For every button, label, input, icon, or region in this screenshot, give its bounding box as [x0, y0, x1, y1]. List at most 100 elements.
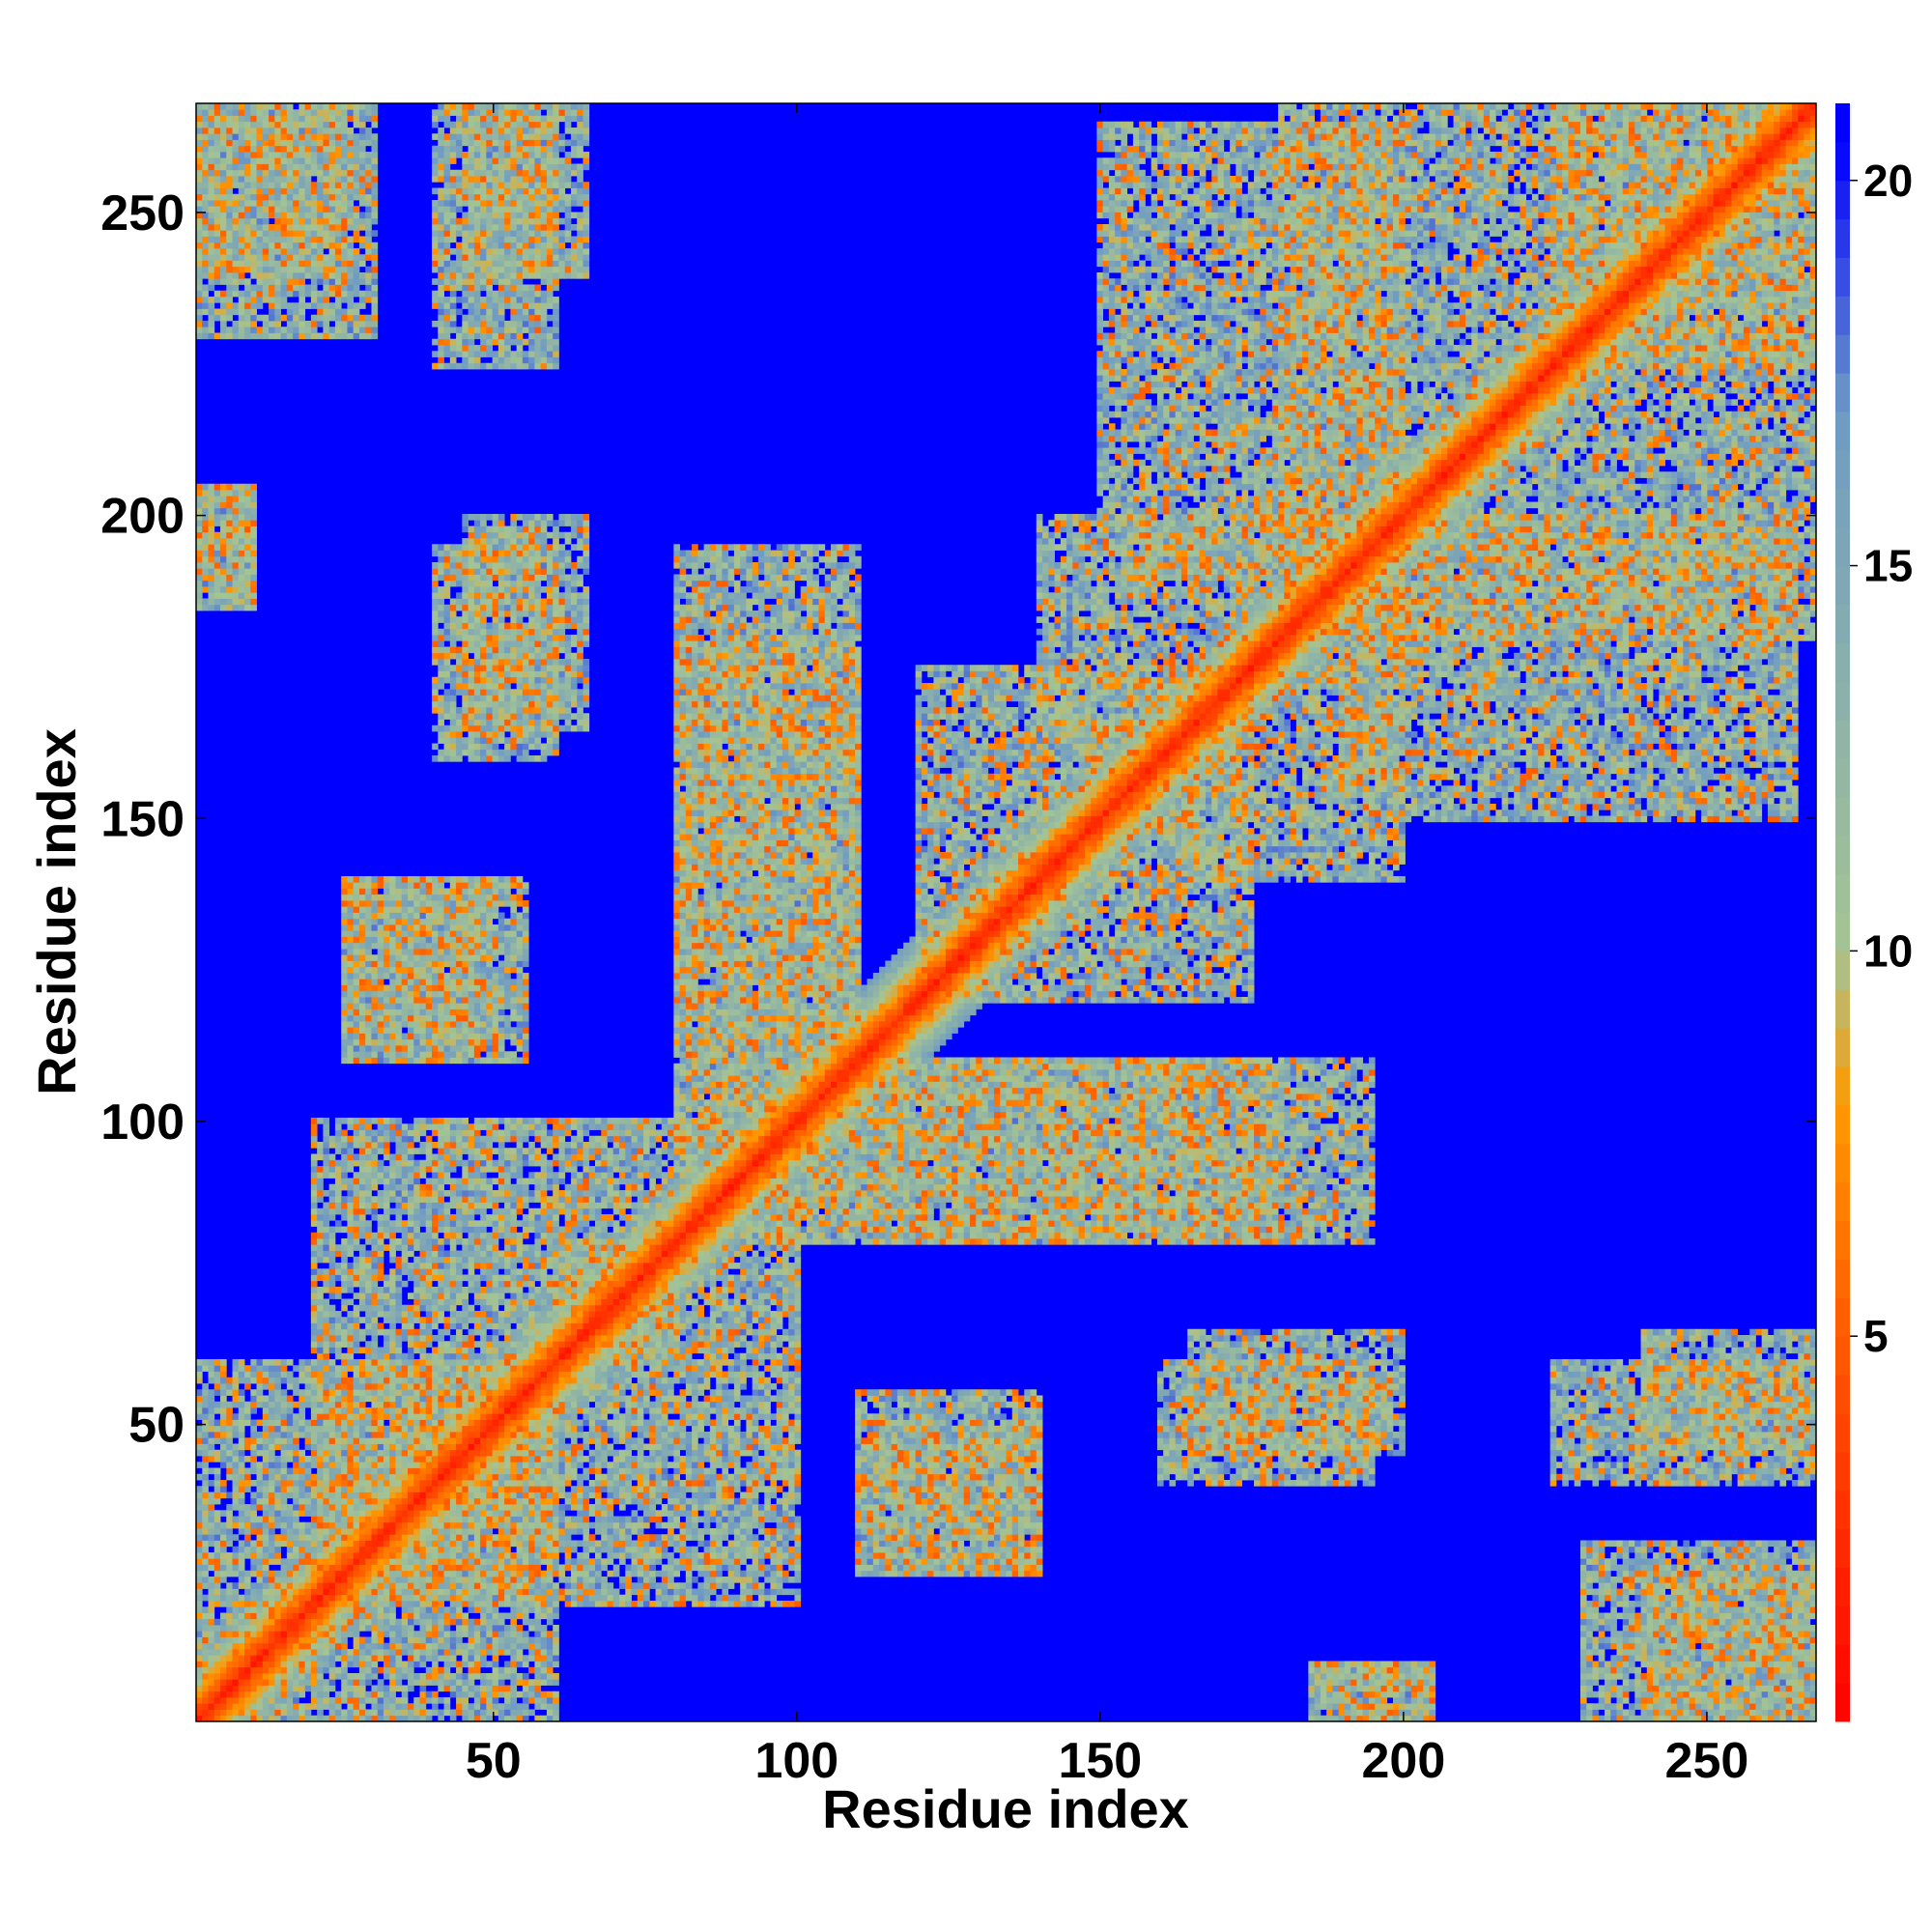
heatmap-cell: [347, 1710, 354, 1717]
heatmap-cell: [209, 1407, 215, 1414]
heatmap-cell: [269, 1697, 275, 1704]
heatmap-cell: [329, 1710, 336, 1717]
heatmap-cell: [196, 1504, 203, 1511]
heatmap-cell: [1623, 1691, 1630, 1698]
heatmap-cell: [202, 297, 209, 303]
heatmap-cell: [413, 1710, 420, 1717]
heatmap-cell: [1345, 1703, 1351, 1710]
heatmap-cell: [220, 1631, 227, 1637]
heatmap-cell: [1399, 1710, 1406, 1717]
heatmap-cell: [209, 1365, 215, 1372]
heatmap-cell: [196, 1558, 203, 1565]
heatmap-cell: [220, 1492, 227, 1499]
heatmap-cell: [1380, 1697, 1387, 1704]
heatmap-cell: [196, 1552, 203, 1559]
heatmap-cell: [1659, 1710, 1665, 1717]
heatmap-cell: [196, 1577, 203, 1583]
heatmap-cell: [209, 1437, 215, 1444]
heatmap-cell: [196, 146, 203, 153]
heatmap-cell: [239, 1710, 245, 1717]
heatmap-cell: [196, 1413, 203, 1420]
heatmap-cell: [202, 520, 209, 526]
heatmap-cell: [196, 1359, 203, 1366]
heatmap-cell: [209, 568, 215, 575]
heatmap-cell: [209, 562, 215, 569]
heatmap-cell: [214, 1517, 221, 1523]
heatmap-cell: [1315, 1710, 1321, 1717]
heatmap-cell: [214, 1697, 221, 1704]
heatmap-cell: [196, 1697, 203, 1704]
heatmap-cell: [209, 1468, 215, 1475]
heatmap-cell: [220, 1558, 227, 1565]
heatmap-cell: [196, 1710, 203, 1717]
heatmap-cell: [365, 1691, 372, 1698]
heatmap-cell: [220, 520, 227, 526]
heatmap-cell: [214, 200, 221, 207]
heatmap-cell: [196, 508, 203, 515]
heatmap-cell: [281, 1691, 288, 1698]
heatmap-cell: [1399, 1697, 1406, 1704]
heatmap-cell: [1804, 1710, 1810, 1717]
heatmap-cell: [209, 1402, 215, 1408]
heatmap-cell: [220, 1667, 227, 1674]
heatmap-cell: [196, 1510, 203, 1517]
heatmap-cell: [1605, 1697, 1611, 1704]
heatmap-cell: [202, 1383, 209, 1390]
heatmap-cell: [196, 1655, 203, 1662]
heatmap-cell: [209, 544, 215, 551]
heatmap-cell: [202, 1697, 209, 1704]
heatmap-cell: [209, 315, 215, 322]
heatmap-cell: [1350, 1710, 1357, 1717]
heatmap-cell: [209, 1703, 215, 1710]
heatmap-cell: [1665, 1710, 1672, 1717]
heatmap-cell: [214, 1631, 221, 1637]
heatmap-cell: [220, 242, 227, 249]
heatmap-cell: [209, 1643, 215, 1650]
heatmap-cell: [202, 133, 209, 140]
heatmap-cell: [220, 302, 227, 309]
heatmap-cell: [1430, 1710, 1436, 1717]
heatmap-cell: [220, 1456, 227, 1463]
heatmap-cell: [1417, 1703, 1424, 1710]
heatmap-cell: [371, 1691, 378, 1698]
heatmap-cell: [359, 1691, 366, 1698]
heatmap-cell: [462, 1691, 469, 1698]
heatmap-cell: [1714, 1710, 1720, 1717]
heatmap-cell: [1405, 1691, 1411, 1698]
heatmap-cell: [1671, 1691, 1678, 1698]
heatmap-cell: [263, 1703, 270, 1710]
heatmap-cell: [202, 1504, 209, 1511]
heatmap-cell: [1417, 1697, 1424, 1704]
heatmap-cell: [209, 1673, 215, 1680]
heatmap-cell: [1677, 1703, 1684, 1710]
heatmap-cell: [1423, 1691, 1430, 1698]
heatmap-cell: [293, 1703, 299, 1710]
heatmap-cell: [220, 1662, 227, 1668]
heatmap-cell: [214, 267, 221, 273]
heatmap-cell: [214, 1655, 221, 1662]
heatmap-cell: [209, 484, 215, 491]
heatmap-cell: [1387, 1703, 1394, 1710]
heatmap-cell: [214, 1673, 221, 1680]
heatmap-cell: [214, 1667, 221, 1674]
heatmap-cell: [202, 1486, 209, 1492]
heatmap-cell: [1665, 1691, 1672, 1698]
heatmap-cell: [438, 1710, 444, 1717]
heatmap-cell: [214, 562, 221, 569]
heatmap-cell: [444, 1697, 451, 1704]
heatmap-cell: [214, 1710, 221, 1717]
heatmap-cell: [202, 1528, 209, 1535]
heatmap-cell: [196, 116, 203, 123]
heatmap-cell: [1683, 1703, 1690, 1710]
heatmap-cell: [305, 1710, 312, 1717]
heatmap-cell: [209, 1679, 215, 1686]
heatmap-cell: [209, 267, 215, 273]
heatmap-cell: [528, 1697, 535, 1704]
heatmap-cell: [1774, 1703, 1780, 1710]
heatmap-cell: [220, 1703, 227, 1710]
heatmap-cell: [1641, 1697, 1648, 1704]
heatmap-cell: [209, 1510, 215, 1517]
heatmap-cell: [250, 1703, 257, 1710]
heatmap-cell: [214, 1378, 221, 1384]
